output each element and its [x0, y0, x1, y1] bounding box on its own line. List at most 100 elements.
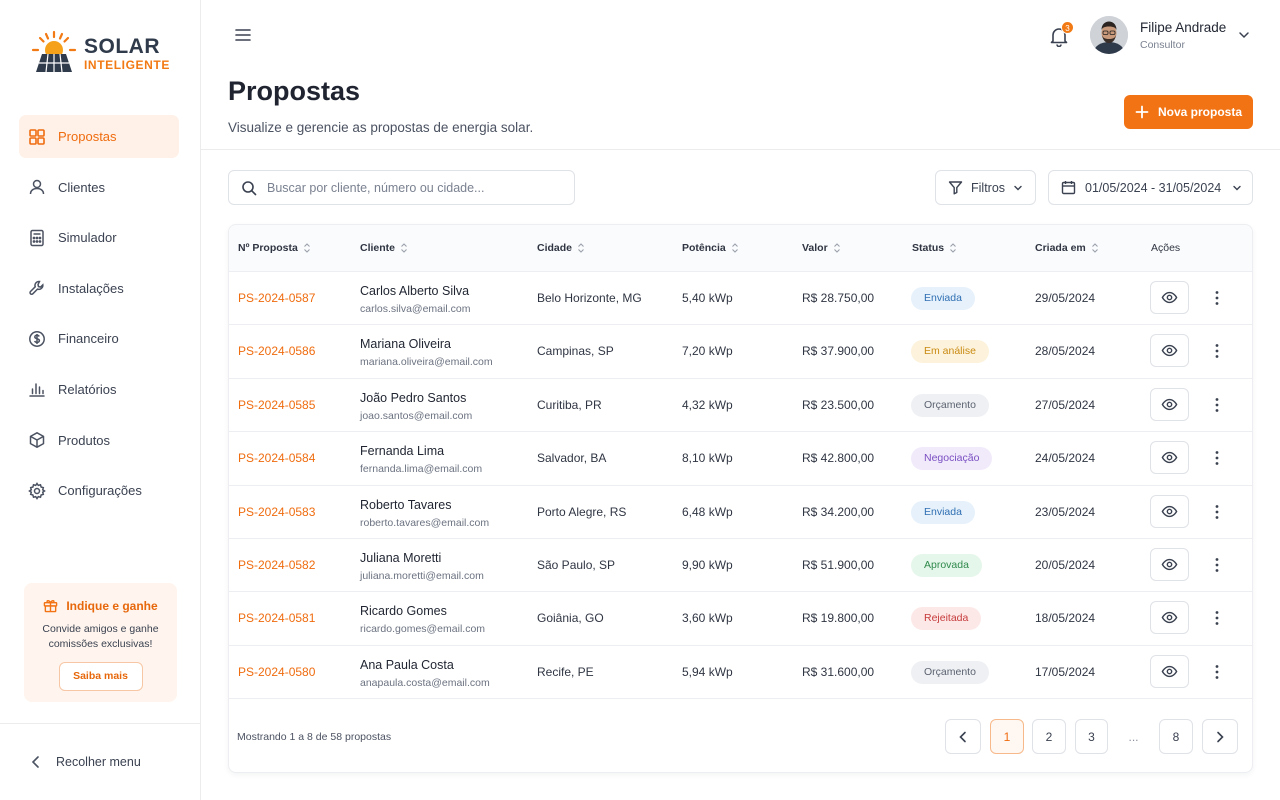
plus-icon [1135, 105, 1149, 119]
new-proposal-button[interactable]: Nova proposta [1124, 95, 1253, 129]
proposal-number-link[interactable]: PS-2024-0584 [238, 451, 316, 466]
column-header-value[interactable]: Valor [802, 242, 841, 254]
created-date: 23/05/2024 [1035, 504, 1096, 519]
column-header-client[interactable]: Cliente [360, 242, 408, 254]
page-button-3[interactable]: 3 [1075, 719, 1108, 754]
client-email: anapaula.costa@email.com [360, 676, 490, 689]
dollar-icon [28, 330, 46, 348]
chevron-down-icon[interactable] [1237, 28, 1251, 42]
brand-tagline: INTELIGENTE [84, 57, 170, 72]
more-actions-button[interactable] [1212, 662, 1222, 682]
sidebar-item-relatorios[interactable]: Relatórios [19, 368, 179, 411]
collapse-menu-button[interactable]: Recolher menu [0, 723, 201, 800]
sidebar-item-configuracoes[interactable]: Configurações [19, 469, 179, 512]
wrench-icon [28, 279, 46, 297]
more-actions-button[interactable] [1212, 555, 1222, 575]
eye-icon [1161, 556, 1178, 573]
client-email: roberto.tavares@email.com [360, 516, 490, 529]
table-row[interactable]: PS-2024-0585 João Pedro Santos joao.santos… [229, 379, 1252, 433]
more-actions-button[interactable] [1212, 448, 1222, 468]
date-range-picker[interactable]: 01/05/2024 - 31/05/2024 [1048, 170, 1253, 205]
view-button[interactable] [1150, 387, 1189, 421]
proposal-number-link[interactable]: PS-2024-0585 [238, 397, 316, 412]
sidebar-item-financeiro[interactable]: Financeiro [19, 317, 179, 360]
view-button[interactable] [1150, 494, 1189, 528]
sidebar-item-produtos[interactable]: Produtos [19, 419, 179, 462]
view-button[interactable] [1150, 548, 1189, 581]
status-badge: Enviada [911, 287, 975, 310]
avatar[interactable] [1090, 16, 1128, 54]
view-button[interactable] [1150, 601, 1189, 635]
collapse-menu-label: Recolher menu [56, 755, 141, 769]
view-button[interactable] [1150, 441, 1189, 475]
table-row[interactable]: PS-2024-0580 Ana Paula Costa anapaula.cost… [229, 646, 1252, 700]
eye-icon [1161, 289, 1178, 306]
created-date: 27/05/2024 [1035, 397, 1096, 412]
proposal-number-link[interactable]: PS-2024-0586 [238, 344, 316, 359]
more-actions-button[interactable] [1212, 502, 1222, 522]
proposal-number-link[interactable]: PS-2024-0583 [238, 504, 316, 519]
page-title: Propostas [228, 76, 361, 106]
search-box[interactable] [228, 170, 575, 205]
page-button-2[interactable]: 2 [1032, 719, 1066, 754]
more-actions-button[interactable] [1212, 341, 1222, 361]
next-page-button[interactable] [1202, 719, 1238, 754]
proposal-number-link[interactable]: PS-2024-0580 [238, 664, 316, 679]
column-header-status[interactable]: Status [912, 242, 957, 254]
grid-icon [28, 128, 46, 146]
calendar-icon [1061, 181, 1076, 195]
column-header-city[interactable]: Cidade [537, 242, 585, 254]
sidebar-item-simulador[interactable]: Simulador [19, 216, 179, 259]
page-button-8[interactable]: 8 [1159, 719, 1193, 754]
view-button[interactable] [1150, 334, 1189, 368]
column-header-actions: Ações [1151, 242, 1181, 254]
sidebar-nav: Propostas Clientes Simulador Instalações… [19, 115, 179, 520]
more-actions-button[interactable] [1212, 395, 1222, 415]
more-vertical-icon [1215, 557, 1219, 573]
proposal-number-link[interactable]: PS-2024-0581 [238, 611, 316, 626]
table-row[interactable]: PS-2024-0587 Carlos Alberto Silva carlos.s… [229, 272, 1252, 326]
city: Salvador, BA [537, 451, 607, 466]
view-button[interactable] [1150, 654, 1189, 688]
client-name: João Pedro Santos [360, 390, 467, 405]
table-row[interactable]: PS-2024-0586 Mariana Oliveira mariana.oliv… [229, 325, 1252, 379]
brand-logo[interactable]: SOLAR INTELIGENTE [28, 30, 170, 76]
header-divider [201, 149, 1280, 150]
column-header-number[interactable]: Nº Proposta [238, 242, 311, 254]
prev-page-button[interactable] [945, 719, 981, 754]
table-row[interactable]: PS-2024-0583 Roberto Tavares roberto.tavar… [229, 486, 1252, 539]
sidebar-item-instalacoes[interactable]: Instalações [19, 267, 179, 310]
city: Campinas, SP [537, 344, 614, 359]
page-button-1[interactable]: 1 [990, 719, 1024, 754]
more-actions-button[interactable] [1212, 608, 1222, 628]
table-row[interactable]: PS-2024-0582 Juliana Moretti juliana.moret… [229, 539, 1252, 593]
filters-button[interactable]: Filtros [935, 170, 1036, 205]
learn-more-button[interactable]: Saiba mais [58, 662, 143, 691]
city: Curitiba, PR [537, 397, 602, 412]
proposal-value: R$ 51.900,00 [802, 558, 875, 572]
proposal-value: R$ 28.750,00 [802, 291, 875, 305]
proposal-number-link[interactable]: PS-2024-0582 [238, 558, 316, 572]
client-name: Juliana Moretti [360, 551, 442, 565]
sidebar-item-propostas[interactable]: Propostas [19, 115, 179, 158]
user-name[interactable]: Filipe Andrade [1140, 20, 1227, 35]
view-button[interactable] [1150, 281, 1189, 314]
created-date: 17/05/2024 [1035, 664, 1096, 679]
user-avatar-icon [1090, 16, 1128, 54]
search-icon [242, 180, 257, 195]
status-badge: Orçamento [911, 660, 989, 684]
table-row[interactable]: PS-2024-0584 Fernanda Lima fernanda.lima@e… [229, 432, 1252, 486]
chevron-left-icon [959, 731, 966, 742]
proposal-number-link[interactable]: PS-2024-0587 [238, 291, 316, 305]
sidebar-item-label: Configurações [58, 483, 142, 499]
proposal-value: R$ 19.800,00 [802, 611, 875, 626]
column-header-created[interactable]: Criada em [1035, 242, 1099, 254]
search-input[interactable] [267, 180, 557, 195]
sidebar-item-clientes[interactable]: Clientes [19, 166, 179, 209]
city: Recife, PE [537, 664, 594, 679]
column-header-power[interactable]: Potência [682, 242, 739, 254]
client-name: Fernanda Lima [360, 444, 445, 459]
hamburger-menu-icon[interactable] [234, 26, 252, 44]
more-actions-button[interactable] [1212, 288, 1222, 308]
table-row[interactable]: PS-2024-0581 Ricardo Gomes ricardo.gomes@e… [229, 592, 1252, 646]
